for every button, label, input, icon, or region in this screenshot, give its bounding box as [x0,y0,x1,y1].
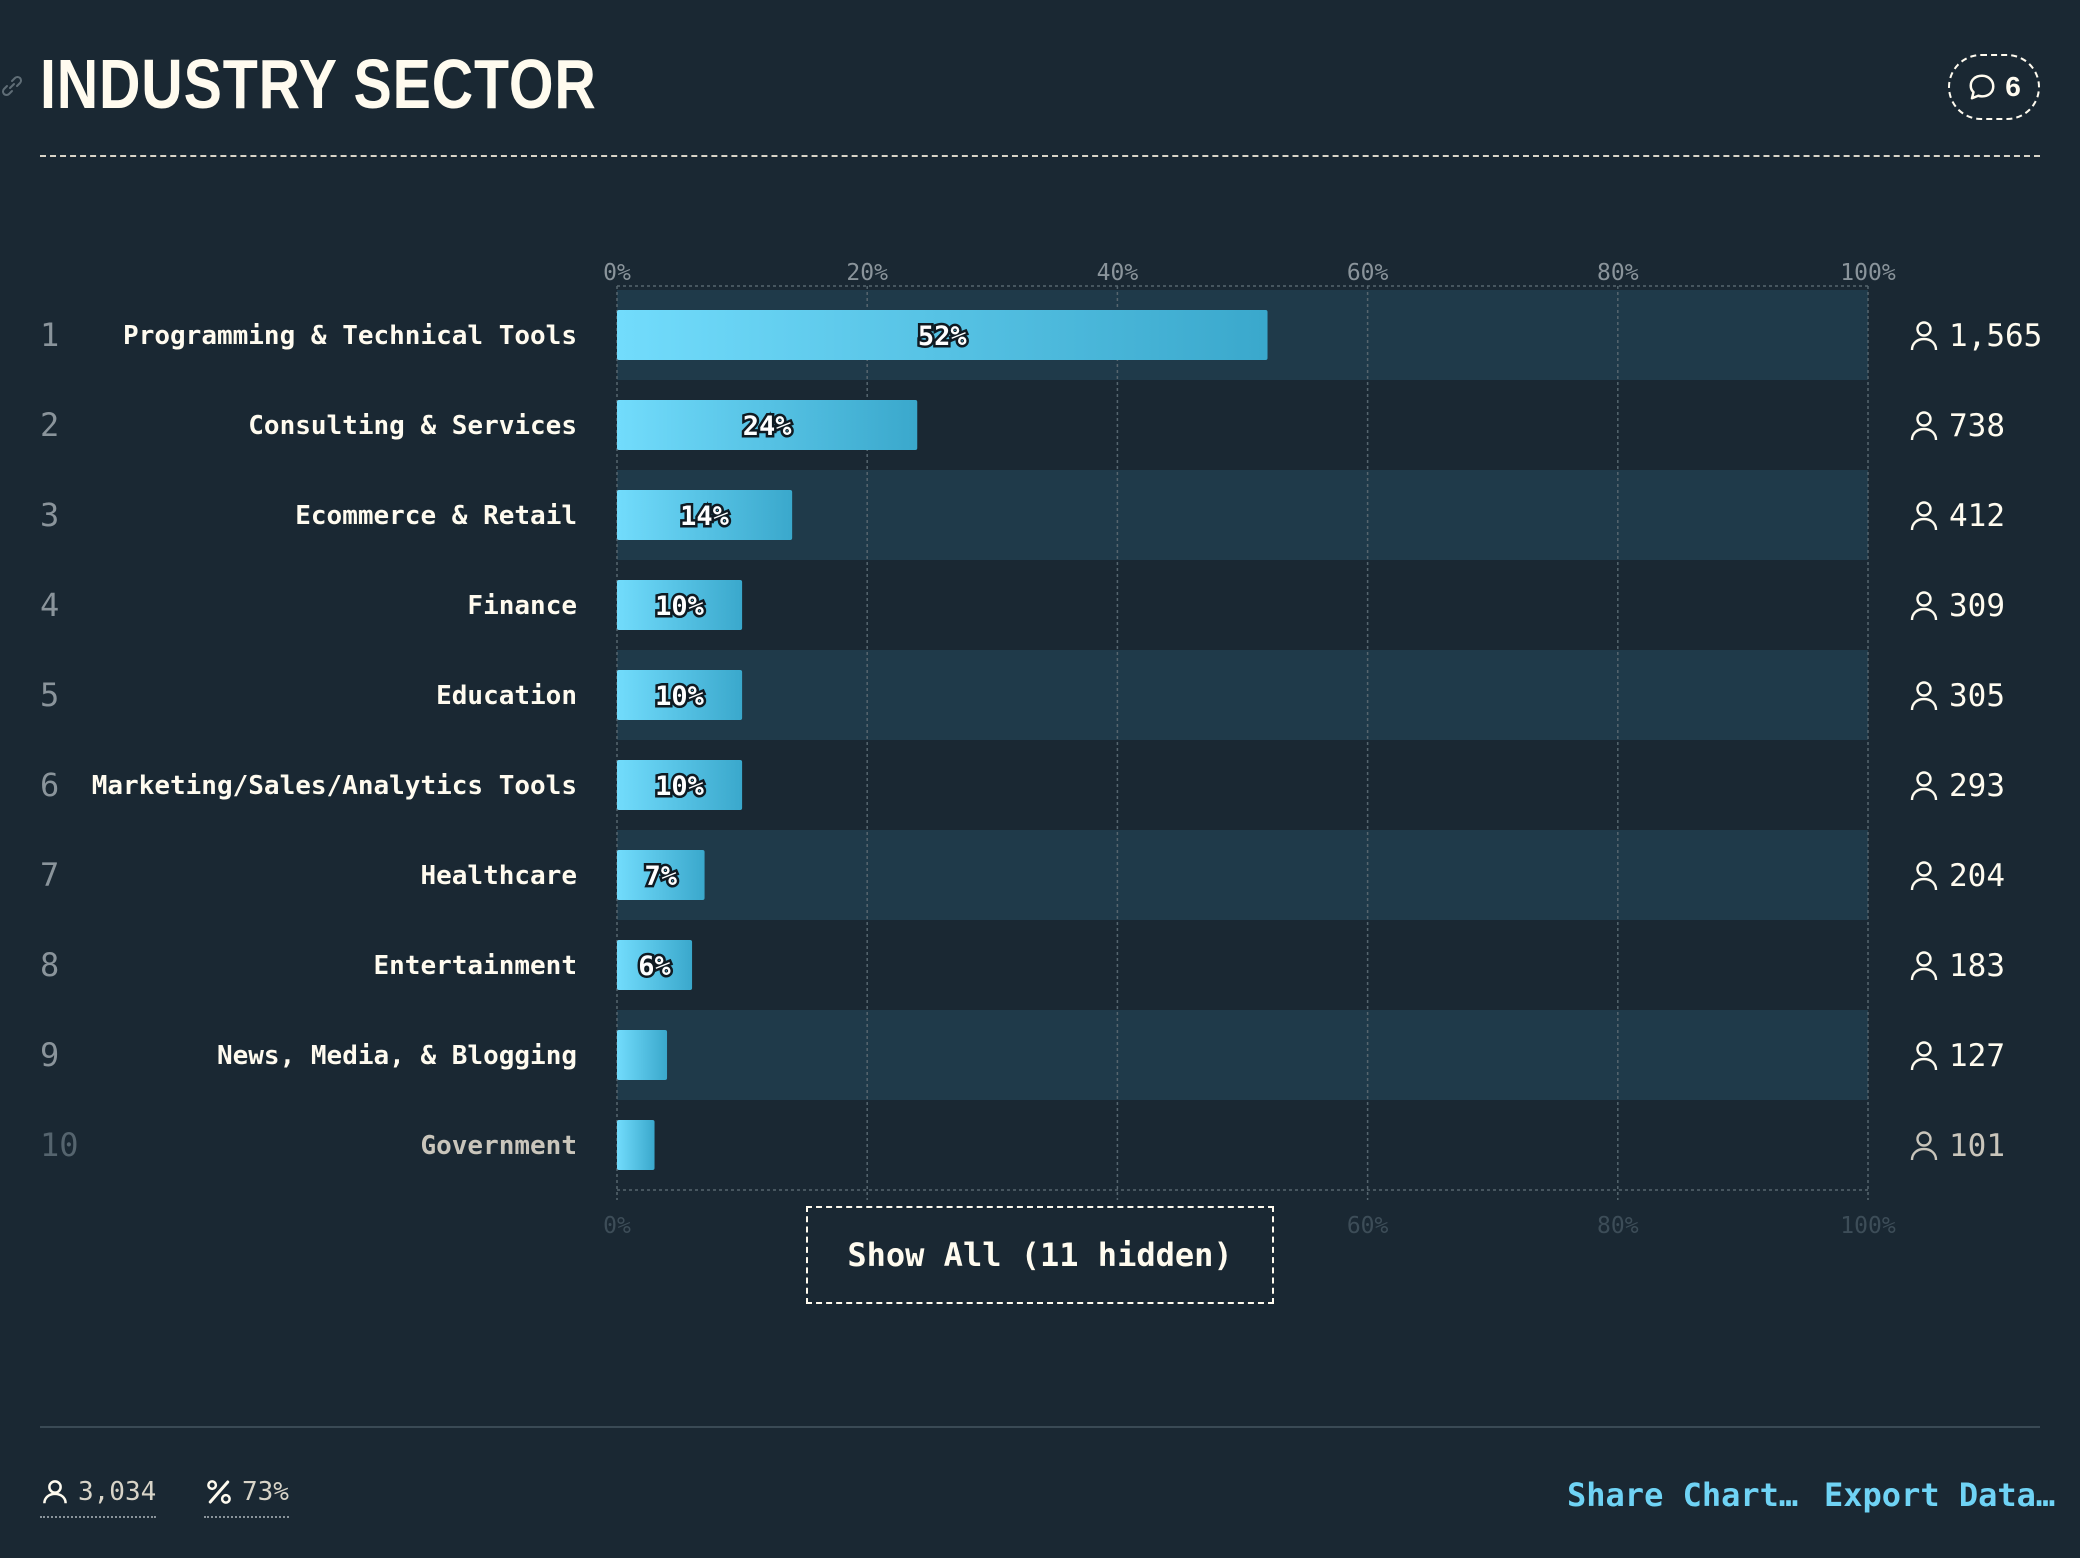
x-tick-label-top: 60% [1347,260,1389,286]
chart-header: INDUSTRY SECTOR 6 [1,40,2040,158]
person-icon [1910,681,1938,711]
category-label: Marketing/Sales/Analytics Tools [92,771,577,801]
respondent-count: 127 [1949,1038,2005,1074]
respondent-count: 101 [1949,1128,2005,1164]
category-label: Ecommerce & Retail [295,501,577,531]
bar-value-label: 52% [918,321,968,352]
person-icon [1910,411,1938,441]
respondent-count: 293 [1949,768,2005,804]
percent-answered[interactable]: 73% [204,1470,289,1518]
comment-count: 6 [2005,71,2021,102]
x-tick-label-top: 100% [1840,260,1896,286]
bar-value-label: 10% [655,681,705,712]
bar-chart: 0%0%20%20%40%40%60%60%80%80%100%100% 1Pr… [40,260,2042,1239]
category-label: Finance [467,591,577,621]
x-tick-label-top: 20% [846,260,888,286]
rank-label: 6 [40,766,59,804]
x-tick-label-top: 40% [1097,260,1139,286]
category-label: Consulting & Services [248,411,577,441]
bar[interactable] [617,760,743,810]
person-icon [1910,1131,1938,1161]
person-icon [1910,771,1938,801]
category-label: News, Media, & Blogging [217,1041,577,1071]
rank-label: 9 [40,1036,59,1074]
export-data-link[interactable]: Export Data… [1824,1476,2056,1514]
category-label: Programming & Technical Tools [123,321,577,351]
row-stripe [617,470,1868,560]
bar-value-label: 14% [680,501,730,532]
row-stripe [617,830,1868,920]
bar[interactable] [617,580,743,630]
rank-label: 10 [40,1126,79,1164]
footer-divider [40,1426,2040,1428]
page-title: INDUSTRY SECTOR [40,45,597,123]
bar[interactable] [617,940,693,990]
x-tick-label-bottom: 80% [1597,1213,1639,1239]
comments-button[interactable]: 6 [1948,54,2040,120]
rank-label: 2 [40,406,59,444]
row-stripe [617,1010,1868,1100]
category-label: Entertainment [374,951,578,981]
x-tick-label-top: 80% [1597,260,1639,286]
bar[interactable] [617,490,793,540]
respondent-count: 305 [1949,678,2005,714]
person-icon [43,1480,67,1504]
share-chart-link[interactable]: Share Chart… [1567,1476,1799,1514]
rank-label: 8 [40,946,59,984]
rank-label: 5 [40,676,59,714]
bar[interactable] [617,400,918,450]
x-tick-label-top: 0% [603,260,631,286]
bar-value-label: 10% [655,591,705,622]
person-icon [1910,321,1938,351]
respondent-count: 183 [1949,948,2005,984]
x-tick-label-bottom: 100% [1840,1213,1896,1239]
respondent-count: 412 [1949,498,2005,534]
bar[interactable] [617,670,743,720]
bar[interactable] [617,1120,655,1170]
person-icon [1910,501,1938,531]
show-all-button[interactable]: Show All (11 hidden) [806,1206,1274,1304]
bar[interactable] [617,1030,668,1080]
total-respondents-value: 3,034 [78,1477,157,1507]
bar-value-label: 6% [638,951,671,982]
link-icon[interactable] [0,74,24,98]
person-icon [1910,861,1938,891]
percent-answered-value: 73% [242,1477,289,1507]
total-respondents[interactable]: 3,034 [40,1470,157,1518]
bar-value-label: 7% [645,861,678,892]
rank-label: 4 [40,586,59,624]
respondent-count: 1,565 [1949,318,2042,354]
person-icon [1910,1041,1938,1071]
category-label: Government [420,1131,577,1161]
x-tick-label-bottom: 0% [603,1213,631,1239]
rank-label: 1 [40,316,59,354]
person-icon [1910,951,1938,981]
rank-label: 3 [40,496,59,534]
rank-label: 7 [40,856,59,894]
respondent-count: 738 [1949,408,2005,444]
person-icon [1910,591,1938,621]
bar-value-label: 10% [655,771,705,802]
respondent-count: 204 [1949,858,2005,894]
comment-icon [1969,74,1995,100]
category-label: Healthcare [420,861,577,891]
bar[interactable] [617,310,1268,360]
row-stripe [617,650,1868,740]
percent-icon [207,1480,231,1504]
respondent-count: 309 [1949,588,2005,624]
header-divider [40,155,2040,157]
bar-value-label: 24% [743,411,793,442]
category-label: Education [436,681,577,711]
x-tick-label-bottom: 60% [1347,1213,1389,1239]
bar[interactable] [617,850,705,900]
